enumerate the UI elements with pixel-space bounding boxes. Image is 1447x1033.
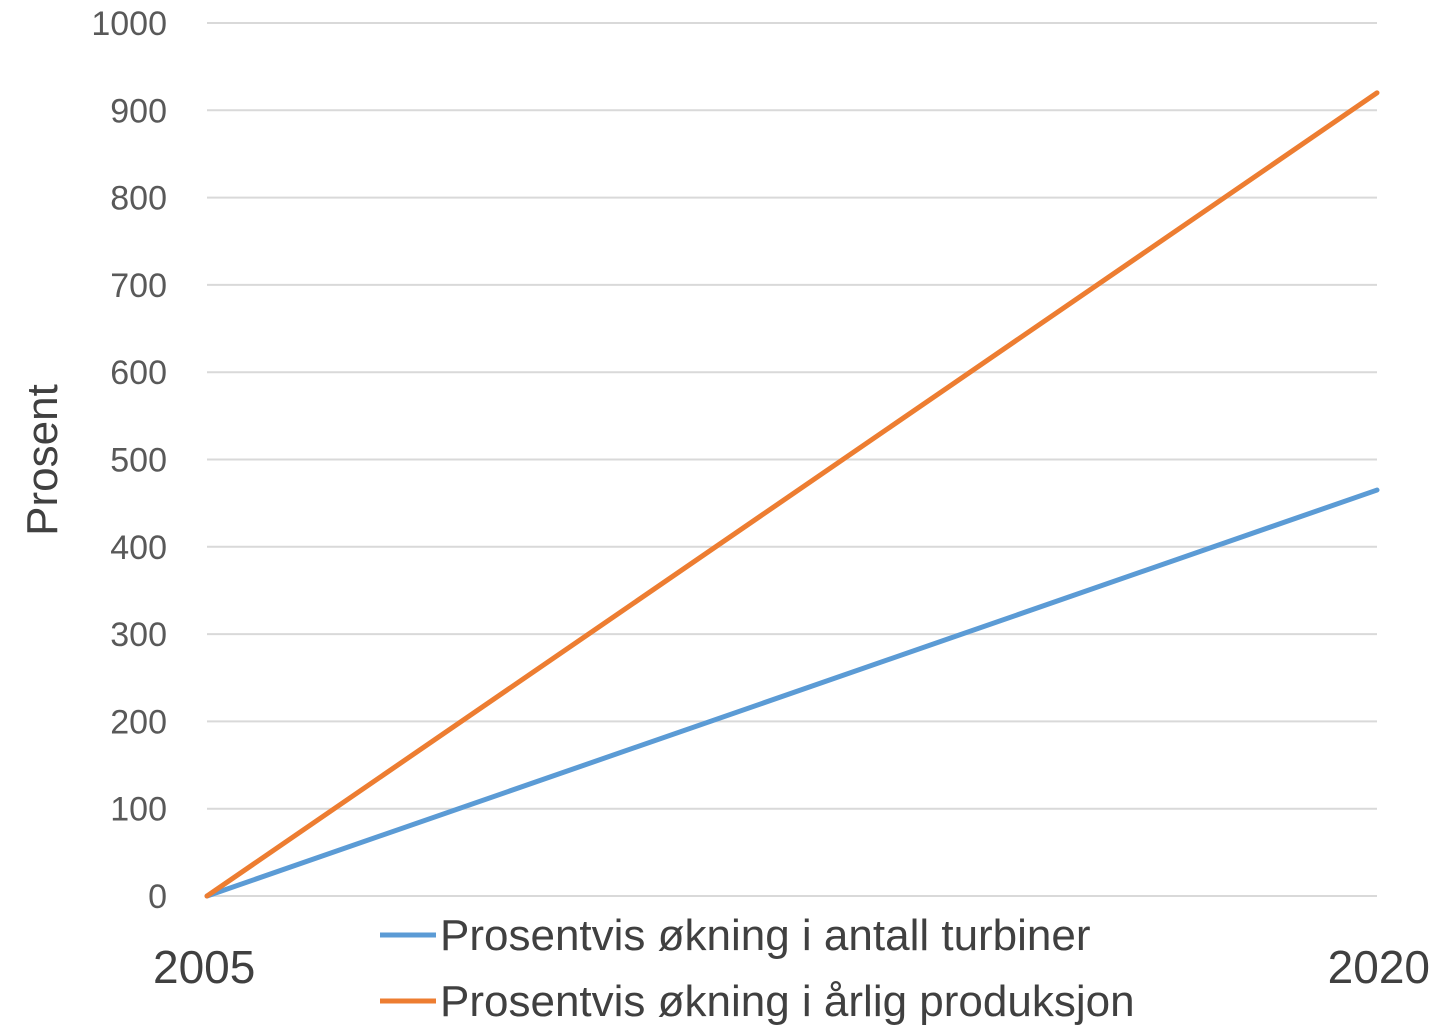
x-axis-ticks: 2005 2020 <box>153 941 1430 993</box>
y-tick-label: 700 <box>110 267 167 305</box>
legend: Prosentvis økning i antall turbiner Prose… <box>380 911 1135 1026</box>
y-tick-label: 0 <box>148 878 167 916</box>
y-tick-label: 500 <box>110 442 167 480</box>
legend-label-2: Prosentvis økning i årlig produksjon <box>440 977 1135 1026</box>
series-line-1 <box>204 487 1380 899</box>
gridlines <box>207 22 1377 897</box>
x-tick-label: 2020 <box>1328 941 1430 993</box>
y-tick-label: 200 <box>110 703 167 741</box>
y-axis-ticks: 0 100 200 300 400 500 600 700 800 900 1000 <box>91 5 167 916</box>
series-lines <box>204 90 1380 899</box>
y-tick-label: 400 <box>110 529 167 567</box>
y-axis-label: Prosent <box>18 384 67 536</box>
y-tick-label: 300 <box>110 616 167 654</box>
series-line-2 <box>204 90 1380 899</box>
y-tick-label: 100 <box>110 791 167 829</box>
y-tick-label: 800 <box>110 180 167 218</box>
x-tick-label: 2005 <box>153 941 255 993</box>
y-tick-label: 900 <box>110 92 167 130</box>
y-tick-label: 1000 <box>91 5 167 43</box>
legend-label-1: Prosentvis økning i antall turbiner <box>440 911 1091 960</box>
y-tick-label: 600 <box>110 354 167 392</box>
